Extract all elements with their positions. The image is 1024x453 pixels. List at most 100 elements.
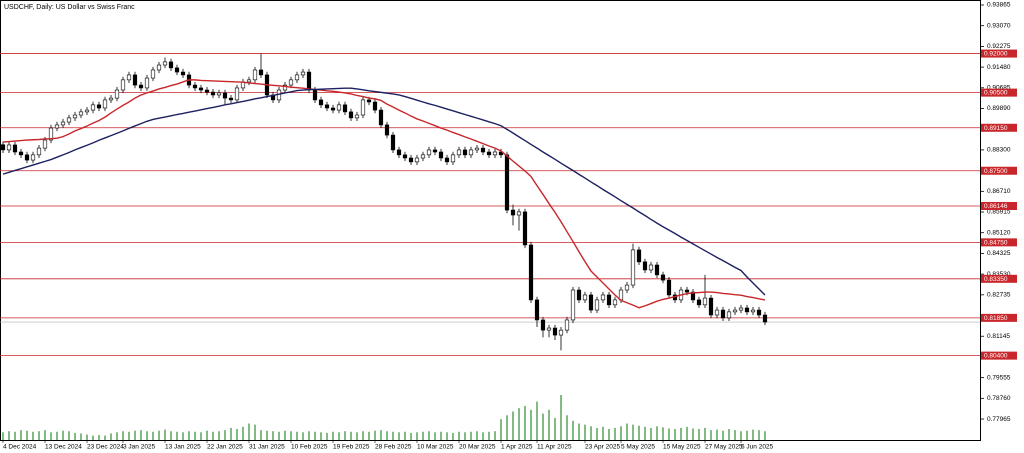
y-tick-label: 0.89890 [987,105,1011,112]
volume-bar [302,432,304,440]
volume-bar [32,431,34,440]
volume-bar [614,427,616,440]
volume-bar [380,430,382,440]
volume-bar [68,431,70,440]
volume-bar [230,427,232,440]
candle-body [606,294,612,306]
y-tick-label: 0.88300 [987,147,1011,154]
candle-body [24,154,30,161]
level-label: 0.86146 [984,203,1008,210]
candle-body [18,151,24,156]
candle-body [474,147,480,151]
chart-title: USDCHF, Daily: US Dollar vs Swiss Franc [4,4,135,11]
volume-bar [26,430,28,440]
candle-body [72,114,78,119]
y-tick-label: 0.84325 [987,250,1011,257]
volume-bar [620,426,622,440]
candle-body [150,69,156,79]
volume-bar [80,433,82,440]
volume-bar [710,430,712,440]
volume-bar [686,426,688,440]
candle-body [480,147,486,153]
candle-body [600,294,606,301]
y-tick-label: 0.93070 [987,22,1011,29]
candle-body [306,71,312,91]
x-tick-label: 23 Apr 2025 [585,444,620,451]
candle-body [654,264,660,276]
candle-body [408,157,414,163]
candle-body [126,74,132,81]
x-tick-label: 20 Mar 2025 [459,444,496,451]
volume-bar [434,432,436,440]
candle-body [246,79,252,83]
volume-bar [452,432,454,440]
level-label-box [981,274,1017,283]
volume-bar [134,430,136,440]
candle-body [516,211,522,216]
x-tick-label: 15 May 2025 [663,444,701,451]
volume-bar [740,431,742,440]
volume-bar [158,430,160,440]
y-tick-label: 0.78760 [987,395,1011,402]
candle-body [594,299,600,311]
candle-body [168,61,174,69]
volume-bar [362,431,364,440]
x-tick-label: 22 Jan 2025 [207,444,243,451]
candle-body [300,71,306,76]
volume-bar [524,405,526,440]
candle-body [258,69,264,76]
candle-body [120,79,126,91]
y-tick-label: 0.83530 [987,271,1011,278]
candle-body [174,67,180,73]
volume-bar [314,431,316,440]
volume-bar [566,415,568,440]
candle-body [462,149,468,156]
volume-bar [656,426,658,440]
volume-bar [182,432,184,440]
volume-bar [200,432,202,440]
candle-body [282,84,288,91]
volume-bar [470,431,472,440]
volume-bar [506,415,508,440]
plot-frame [0,0,981,441]
candle-body [114,89,120,99]
volume-bar [374,430,376,440]
candle-body [648,264,654,271]
candle-body [720,309,726,319]
x-tick-label: 13 Jan 2025 [165,444,201,451]
volume-bar [170,431,172,440]
candle-body [360,99,366,116]
volume-bar [350,431,352,440]
volume-bar [398,432,400,440]
volume-bar [704,427,706,440]
candle-body [528,244,534,301]
candle-body [132,74,138,86]
volume-bar [596,427,598,440]
volume-bar [746,430,748,440]
candle-body [210,91,216,96]
volume-bar [104,435,106,440]
volume-bar [722,430,724,440]
volume-bar [218,431,220,440]
candle-body [702,297,708,306]
candle-body [582,294,588,301]
volume-bar [668,428,670,440]
volume-bar [56,431,58,440]
candle-body [162,61,168,66]
candle-body [546,327,552,331]
candle-body [324,104,330,109]
level-label-box [981,313,1017,322]
candle-body [198,87,204,91]
y-tick-label: 0.85120 [987,229,1011,236]
candle-body [96,104,102,109]
volume-bar [572,420,574,440]
volume-bar [278,431,280,440]
volume-bar [308,431,310,440]
candle-body [66,117,72,123]
volume-bar [692,428,694,440]
level-label: 0.92000 [984,51,1008,58]
volume-bar [416,432,418,440]
candle-body [708,297,714,316]
volume-bar [14,431,16,440]
